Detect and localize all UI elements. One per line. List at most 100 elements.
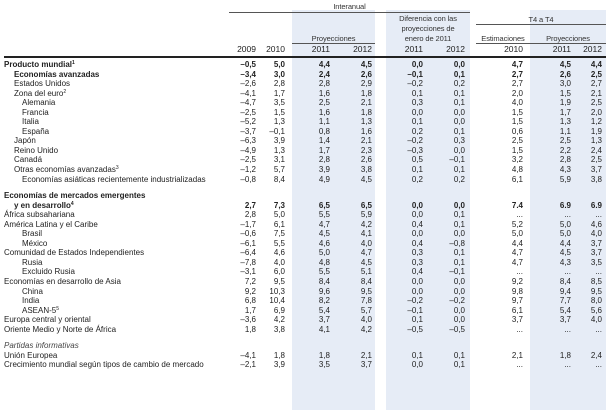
row-label-text: España (22, 126, 50, 136)
cell-y2009: –4,9 (240, 145, 256, 155)
row-label-text: India (22, 296, 40, 306)
cell-diff-2012: 0,1 (453, 126, 465, 136)
cell-diff-2011: –0,1 (407, 69, 423, 79)
cell-est-2010: ... (516, 267, 523, 277)
table-row: Crecimiento mundial según tipos de cambi… (0, 360, 610, 370)
row-spacer (0, 184, 610, 191)
cell-proj-2011: 4,6 (318, 238, 330, 248)
cell-est-2010: 3,2 (511, 155, 523, 165)
year-2012-q4: 2012 (583, 44, 602, 54)
cell-q4-2011: 4,3 (559, 165, 571, 175)
row-label: Comunidad de Estados Independientes (4, 248, 144, 258)
cell-proj-2012: 4,0 (360, 238, 372, 248)
header-interanual: Interanual (333, 2, 366, 11)
row-label-text: Partidas informativas (4, 341, 79, 351)
row-label: Economías asiáticas recientemente indust… (22, 175, 206, 185)
cell-diff-2011: 0,0 (411, 229, 423, 239)
cell-diff-2011: 0,1 (411, 165, 423, 175)
cell-q4-2011: 2,8 (559, 155, 571, 165)
cell-diff-2011: 0,1 (411, 315, 423, 325)
cell-y2009: –3,4 (240, 69, 256, 79)
table-row: Oriente Medio y Norte de África 1,8 3,8 4,1… (0, 325, 610, 335)
table-row: India 6,8 10,4 8,2 7,8 –0,2 –0,2 9,7 7,7 8,0 (0, 296, 610, 306)
footnote-marker: 5 (56, 305, 60, 312)
row-label-text: Canadá (14, 155, 43, 165)
cell-proj-2012: 9,5 (360, 286, 372, 296)
row-label-text: África subsahariana (4, 210, 75, 220)
cell-proj-2011: 2,5 (318, 98, 330, 108)
row-label: y en desarrollo4 (14, 201, 74, 211)
cell-q4-2012: 2,0 (590, 107, 602, 117)
row-label-text: Producto mundial (4, 60, 72, 69)
cell-q4-2011: 5,4 (559, 305, 571, 315)
row-spacer (0, 334, 610, 341)
header-proyecciones-q4: Proyecciones (546, 34, 590, 43)
cell-q4-2012: ... (595, 210, 602, 220)
cell-q4-2012: 2,4 (590, 145, 602, 155)
cell-proj-2011: 1,4 (318, 136, 330, 146)
cell-proj-2011: 6,5 (318, 200, 330, 210)
cell-y2009: 2,8 (244, 210, 256, 220)
row-label: Europa central y oriental (4, 315, 91, 325)
cell-proj-2011: 4,8 (318, 257, 330, 267)
cell-y2010: 10,4 (269, 296, 285, 306)
cell-y2010: 2,8 (273, 79, 285, 89)
cell-y2010: 6,9 (273, 305, 285, 315)
row-label-text: México (22, 238, 48, 248)
row-label-text: Oriente Medio y Norte de África (4, 324, 117, 334)
cell-y2009: –6,1 (240, 238, 256, 248)
table-row: y en desarrollo4 2,7 7,3 6,5 6,5 0,0 0,0 7.4 6.9… (0, 201, 610, 211)
header-estimaciones: Estimaciones (481, 34, 525, 43)
cell-q4-2011: 1,8 (559, 350, 571, 360)
table-row: Zona del euro2 –4,1 1,7 1,6 1,8 0,1 0,1 2,0 1,5 2… (0, 89, 610, 99)
cell-y2009: –3,1 (240, 267, 256, 277)
cell-q4-2012: 2,1 (590, 88, 602, 98)
cell-diff-2012: –0,1 (449, 267, 465, 277)
cell-y2010: 4,6 (273, 248, 285, 258)
table-row: México –6,1 5,5 4,6 4,0 0,4 –0,8 4,4 4,4 3,7 (0, 239, 610, 249)
cell-q4-2011: 6.9 (559, 200, 571, 210)
cell-q4-2012: 2,7 (590, 79, 602, 89)
year-2009: 2009 (237, 44, 256, 54)
table-row: Partidas informativas (0, 341, 610, 351)
cell-diff-2012: –0,8 (449, 238, 465, 248)
cell-q4-2012: 4,6 (590, 219, 602, 229)
header-diferencia-2: proyecciones de (401, 24, 455, 33)
shade-projections-q4 (530, 10, 606, 410)
cell-diff-2011: 0,0 (411, 60, 423, 69)
cell-proj-2011: 3,5 (318, 360, 330, 370)
cell-est-2010: 0,6 (511, 126, 523, 136)
cell-est-2010: 6,1 (511, 174, 523, 184)
cell-proj-2011: 1,1 (318, 117, 330, 127)
cell-y2009: 9,2 (244, 286, 256, 296)
cell-q4-2011: ... (564, 360, 571, 370)
cell-q4-2011: ... (564, 324, 571, 334)
rule-estimaciones (476, 43, 606, 44)
cell-y2009: –7,8 (240, 257, 256, 267)
cell-y2009: 2,7 (244, 200, 256, 210)
cell-y2010: 3,9 (273, 136, 285, 146)
cell-proj-2012: 4,5 (360, 60, 372, 69)
footnote-marker: 3 (115, 165, 119, 172)
shade-projections-annual (292, 10, 375, 410)
cell-diff-2011: 0,0 (411, 200, 423, 210)
cell-q4-2011: 8,4 (559, 277, 571, 287)
cell-proj-2012: 8,4 (360, 277, 372, 287)
row-label-text: China (22, 286, 43, 296)
year-2012-proj: 2012 (353, 44, 372, 54)
cell-diff-2011: 0,5 (411, 155, 423, 165)
row-label: Francia (22, 108, 49, 118)
table-row: Producto mundial1 –0,5 5,0 4,4 4,5 0,0 0,0 4,7 4… (0, 60, 610, 70)
cell-diff-2012: 0,2 (453, 174, 465, 184)
row-label-text: Zona del euro (14, 88, 64, 98)
cell-q4-2012: 6.9 (590, 200, 602, 210)
cell-diff-2012: 0,0 (453, 229, 465, 239)
cell-y2010: 1,3 (273, 145, 285, 155)
row-label: Italia (22, 117, 39, 127)
cell-diff-2012: 0,1 (453, 210, 465, 220)
cell-est-2010: 9,8 (511, 286, 523, 296)
cell-diff-2012: 0,0 (453, 315, 465, 325)
row-label-text: Economías de mercados emergentes (4, 191, 146, 201)
row-label-text: Estados Unidos (14, 79, 71, 89)
cell-y2009: 7,2 (244, 277, 256, 287)
